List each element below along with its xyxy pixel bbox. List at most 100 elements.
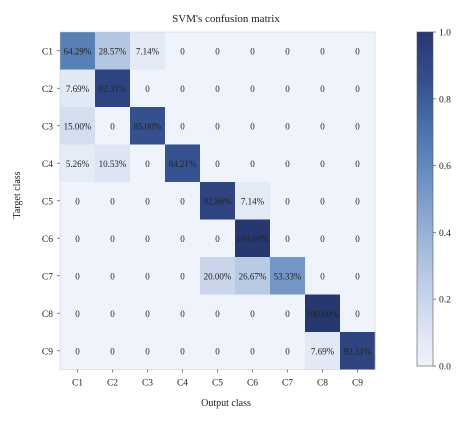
cell-value-label: 0 — [215, 309, 220, 319]
heatmap-cell — [200, 32, 236, 70]
y-tick-labels: C1 C2 C3 C4 C5 C6 C7 C8 C9 — [42, 47, 60, 357]
y-tick-label: C2 — [42, 85, 53, 95]
cell-value-label: 92.31% — [344, 346, 372, 356]
cell-value-label: 0 — [180, 271, 185, 281]
heatmap-cell — [165, 332, 201, 370]
heatmap-cell — [130, 69, 166, 108]
cell-value-label: 15.00% — [64, 121, 92, 131]
colorbar: 0.0 0.2 0.4 0.6 0.8 1.0 — [416, 29, 451, 373]
heatmap-cell — [305, 332, 341, 370]
heatmap-cell — [95, 144, 131, 183]
x-tick-label: C1 — [72, 379, 83, 389]
heatmap-cell — [270, 69, 306, 108]
heatmap-cell — [305, 219, 341, 258]
heatmap-cell — [235, 32, 271, 70]
cell-value-label: 85.00% — [134, 121, 162, 131]
heatmap-cell — [270, 32, 306, 70]
x-tick-label: C7 — [282, 379, 293, 389]
heatmap-cell — [340, 294, 376, 333]
heatmap-cell — [60, 294, 96, 333]
x-tick-label: C6 — [247, 379, 258, 389]
cell-value-label: 0 — [320, 46, 325, 56]
cell-value-label: 0 — [215, 121, 220, 131]
heatmap-cell — [305, 257, 341, 295]
heatmap-cell — [200, 107, 236, 145]
cell-value-label: 0 — [285, 196, 290, 206]
cell-value-label: 0 — [320, 84, 325, 94]
heatmap-cell — [200, 144, 236, 183]
cell-value-label: 0 — [215, 234, 220, 244]
colorbar-tick-label: 0.8 — [439, 95, 451, 105]
heatmap-cell — [305, 69, 341, 108]
heatmap-cell — [130, 144, 166, 183]
heatmap-cell — [340, 219, 376, 258]
heatmap-cell — [130, 182, 166, 220]
cell-value-label: 0 — [285, 159, 290, 169]
heatmap-cell — [305, 144, 341, 183]
x-tick-labels: C1 C2 C3 C4 C5 C6 C7 C8 C9 — [72, 369, 363, 389]
cell-value-label: 0 — [75, 346, 80, 356]
cell-value-label: 0 — [75, 271, 80, 281]
heatmap-cell — [60, 182, 96, 220]
heatmap-cell — [60, 219, 96, 258]
cell-value-label: 0 — [110, 121, 115, 131]
cell-value-label: 0 — [110, 309, 115, 319]
cell-value-label: 0 — [180, 309, 185, 319]
cell-value-label: 0 — [215, 84, 220, 94]
heatmap-cell — [235, 257, 271, 295]
heatmap-cell — [305, 107, 341, 145]
heatmap-cell — [235, 144, 271, 183]
cell-value-label: 100.00% — [306, 309, 339, 319]
cell-value-label: 0 — [75, 309, 80, 319]
heatmap-cell — [130, 32, 166, 70]
heatmap-cell — [235, 219, 271, 258]
heatmap-cell — [305, 182, 341, 220]
cell-value-label: 26.67% — [239, 271, 267, 281]
heatmap-cell — [200, 294, 236, 333]
cell-value-label: 0 — [250, 159, 255, 169]
cell-value-label: 0 — [110, 234, 115, 244]
cell-value-label: 0 — [180, 46, 185, 56]
cell-value-label: 0 — [75, 196, 80, 206]
heatmap-cell — [60, 69, 96, 108]
x-tick-label: C5 — [212, 379, 223, 389]
heatmap-cell — [165, 144, 201, 183]
heatmap-cell — [165, 257, 201, 295]
heatmap-cell — [340, 257, 376, 295]
colorbar-tick-label: 0.2 — [439, 296, 451, 306]
cell-value-label: 7.14% — [136, 46, 160, 56]
heatmap-cell — [60, 32, 96, 70]
cell-value-label: 0 — [285, 121, 290, 131]
y-tick-label: C6 — [42, 235, 53, 245]
cell-value-label: 0 — [110, 196, 115, 206]
cell-value-label: 0 — [355, 159, 360, 169]
colorbar-tick-label: 0.6 — [439, 162, 451, 172]
heatmap-cell — [95, 294, 131, 333]
colorbar-gradient — [416, 31, 434, 367]
x-tick-label: C4 — [177, 379, 188, 389]
heatmap-cell — [130, 107, 166, 145]
cell-value-label: 0 — [250, 309, 255, 319]
cell-value-label: 0 — [215, 346, 220, 356]
y-tick-label: C7 — [42, 272, 53, 282]
cell-value-label: 28.57% — [99, 46, 127, 56]
cell-value-label: 0 — [355, 196, 360, 206]
y-axis-label: Target class — [12, 171, 23, 218]
cell-value-label: 0 — [180, 234, 185, 244]
heatmap-cell — [270, 257, 306, 295]
heatmap-cell — [165, 294, 201, 333]
cell-value-label: 0 — [285, 84, 290, 94]
heatmap-cell — [95, 69, 131, 108]
cell-value-label: 20.00% — [204, 271, 232, 281]
cell-value-label: 0 — [145, 159, 150, 169]
heatmap-cell — [340, 69, 376, 108]
heatmap-cell — [340, 182, 376, 220]
heatmap-cell — [235, 332, 271, 370]
heatmap-cell — [95, 219, 131, 258]
y-tick-label: C4 — [42, 160, 53, 170]
heatmap-cell — [165, 32, 201, 70]
heatmap-cell — [95, 257, 131, 295]
y-tick-label: C1 — [42, 47, 53, 57]
cell-value-label: 0 — [285, 234, 290, 244]
